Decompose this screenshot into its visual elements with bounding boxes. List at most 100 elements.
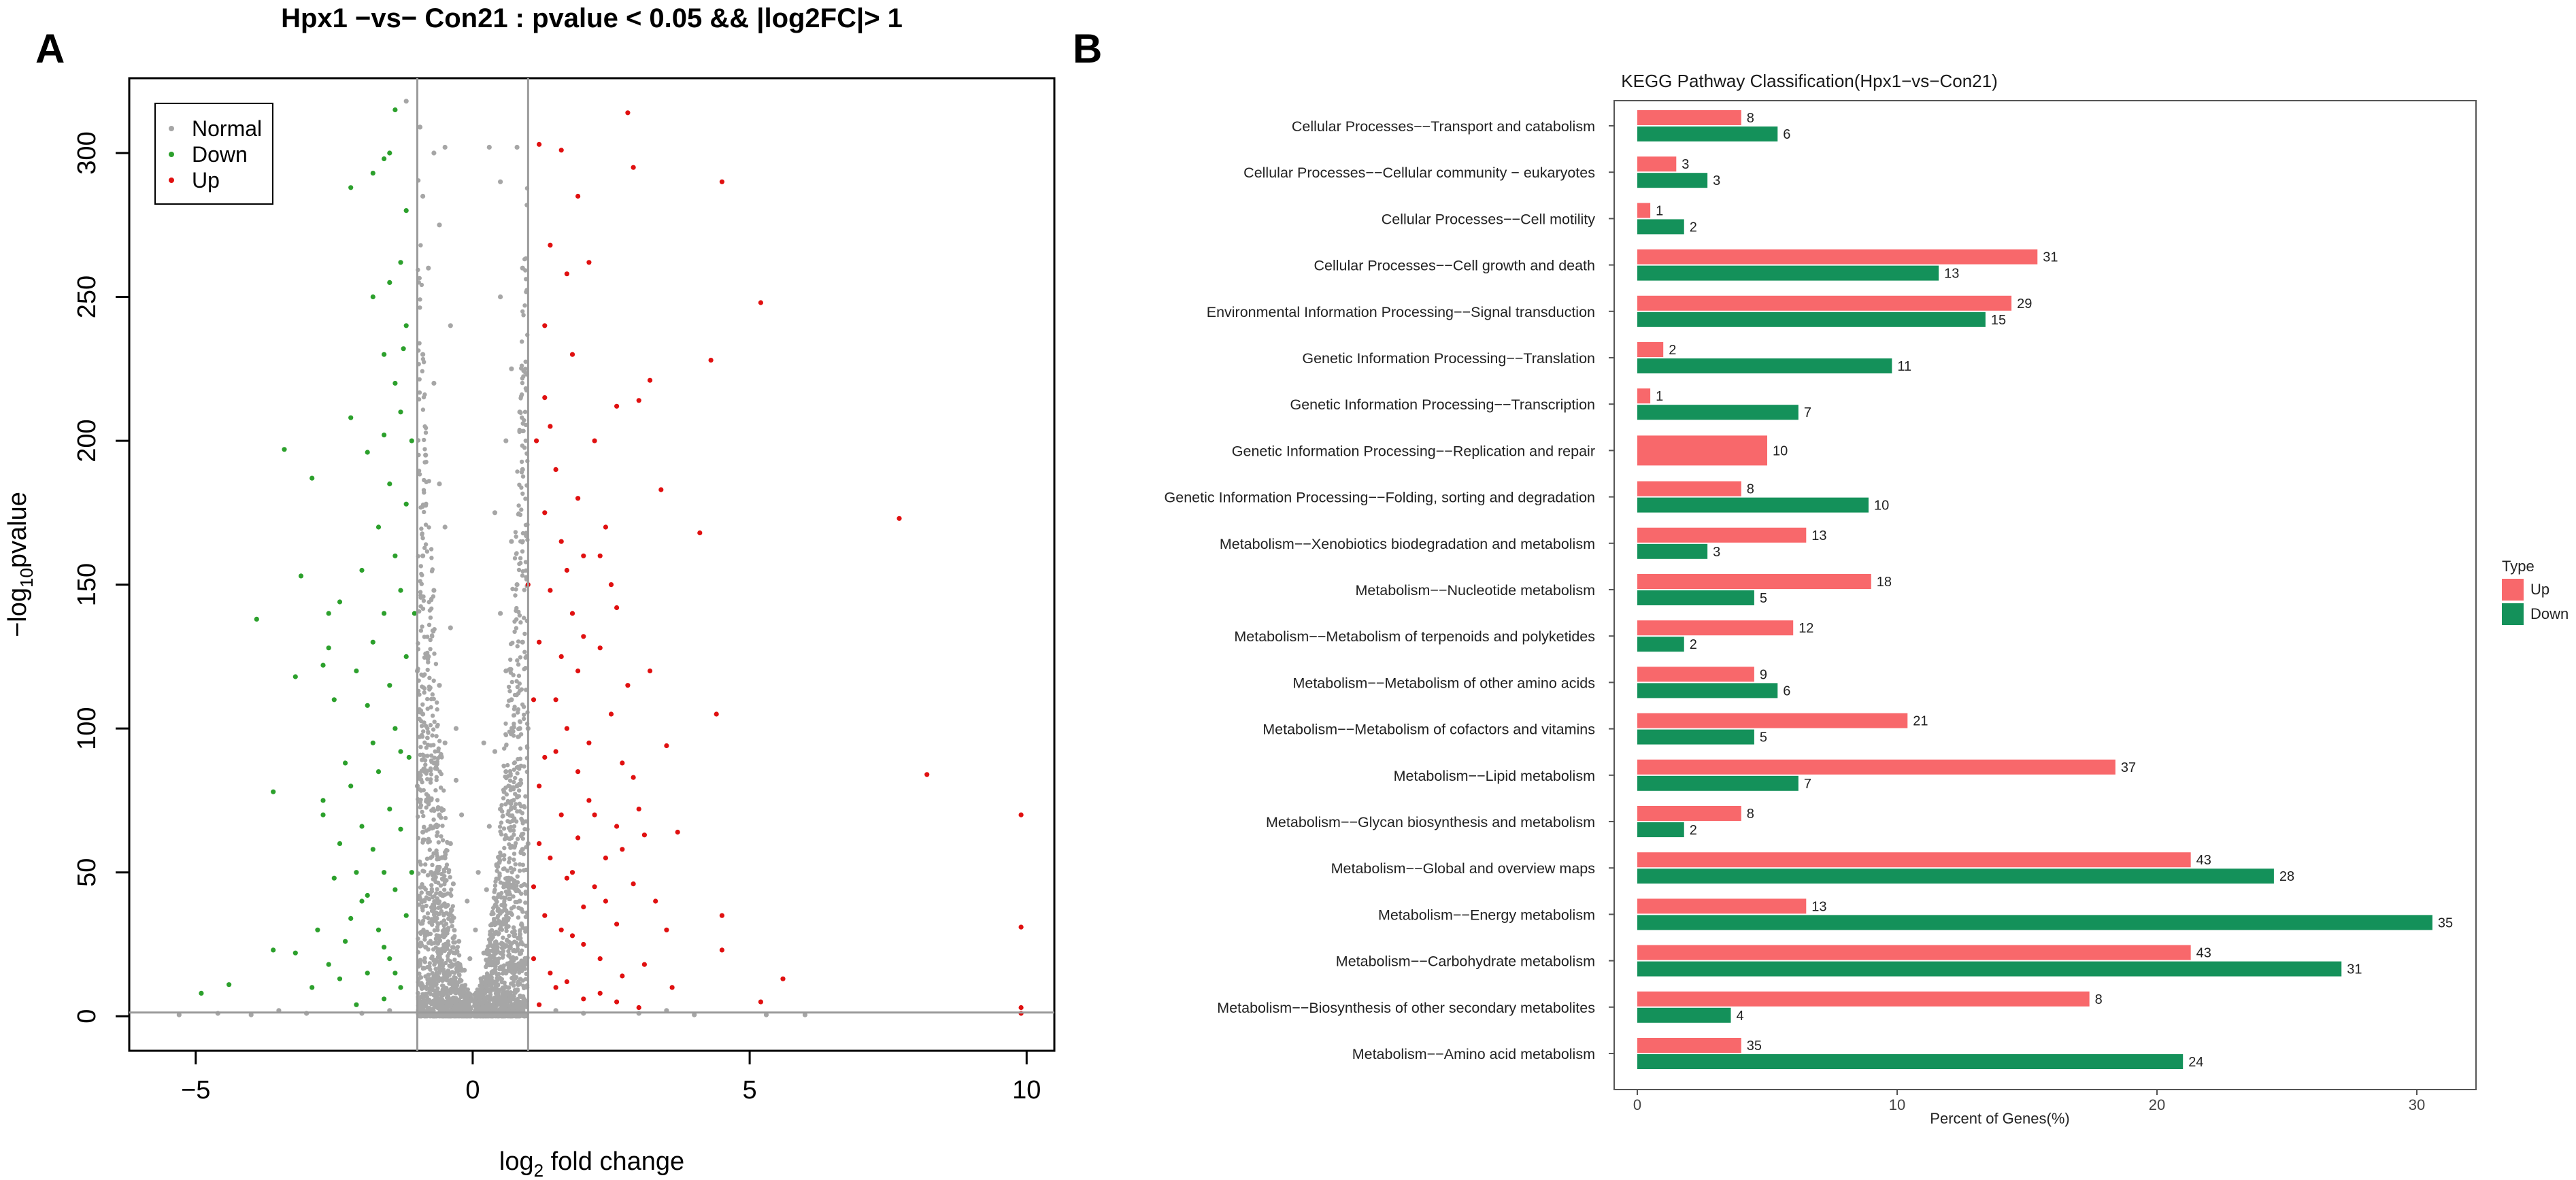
point-up [647,377,653,383]
point-up [548,971,553,976]
point-normal [448,323,453,328]
point-normal [436,823,441,828]
point-normal [417,377,422,382]
point-up [581,941,586,947]
point-up [537,1002,542,1007]
point-normal [512,905,516,909]
point-normal [454,985,458,990]
point-normal [441,911,447,917]
point-down [343,939,348,944]
point-normal [484,984,489,989]
point-normal [438,785,444,790]
point-down [387,481,392,487]
point-normal [484,1013,490,1018]
point-normal [456,939,462,944]
point-normal [507,784,512,789]
point-normal [509,697,514,703]
point-normal [505,869,510,873]
point-down [354,870,359,875]
category-label: Genetic Information Processing−−Folding,… [1165,490,1595,506]
point-normal [499,803,504,808]
point-normal [420,702,425,707]
point-normal [524,819,529,824]
point-down [337,976,343,981]
point-normal [514,534,518,539]
point-down [387,683,392,688]
point-up [641,832,648,838]
point-normal [442,934,447,939]
point-up [564,875,570,881]
point-normal [437,937,442,942]
point-down [271,789,276,794]
point-normal [462,967,467,973]
point-normal [514,940,519,945]
point-normal [692,1012,697,1017]
category-label: Cellular Processes−−Transport and catabo… [1292,118,1595,135]
point-normal [500,985,505,990]
point-normal [437,222,442,228]
point-normal [435,896,439,901]
point-normal [435,871,440,876]
point-normal [419,282,424,288]
point-normal [422,424,427,429]
point-normal [439,771,444,777]
bar-down-value: 4 [1737,1009,1744,1024]
point-normal [433,937,439,941]
point-normal [507,985,512,990]
bar-up-value: 29 [2017,297,2032,311]
point-normal [422,837,427,842]
point-normal [515,710,520,715]
point-normal [448,907,454,912]
point-up [719,913,724,918]
point-up [631,775,636,780]
volcano-x-axis-title: log2 fold change [499,1147,684,1180]
point-normal [516,691,521,696]
point-up [636,398,641,403]
point-normal [430,922,435,927]
point-normal [517,681,522,686]
point-normal [458,1002,463,1007]
point-normal [420,553,426,558]
point-normal [517,428,522,434]
point-up [581,553,586,558]
point-normal [512,713,517,718]
point-normal [426,525,431,530]
bar-down-value: 5 [1760,591,1767,606]
point-normal [418,243,423,248]
category-label: Metabolism−−Nucleotide metabolism [1355,582,1595,599]
point-normal [506,915,511,921]
category-label: Metabolism−−Metabolism of terpenoids and… [1234,628,1595,645]
category-label: Genetic Information Processing−−Transcri… [1290,397,1595,413]
point-normal [426,915,431,921]
bar-down [1637,590,1754,605]
point-normal [429,696,434,702]
point-normal [515,880,520,885]
point-normal [510,955,516,960]
point-up [575,835,581,841]
point-normal [511,983,516,988]
point-normal [514,999,520,1005]
point-normal [505,762,510,768]
point-normal [496,913,501,918]
point-up [625,683,631,688]
point-normal [495,982,501,988]
point-normal [503,920,509,925]
point-normal [512,760,517,765]
point-normal [429,870,434,875]
volcano-legend: Normal Down Up [154,103,273,205]
point-normal [497,854,502,859]
point-normal [484,958,489,963]
point-normal [521,983,526,988]
point-down [398,588,403,593]
point-normal [420,829,426,835]
bar-down [1637,729,1754,745]
point-normal [428,931,433,937]
point-normal [516,1013,521,1019]
point-normal [424,805,429,810]
point-normal [453,1013,458,1017]
point-up [558,927,564,932]
point-normal [456,953,462,958]
point-normal [437,683,442,688]
point-normal [450,945,455,950]
bar-up-value: 13 [1811,528,1826,543]
